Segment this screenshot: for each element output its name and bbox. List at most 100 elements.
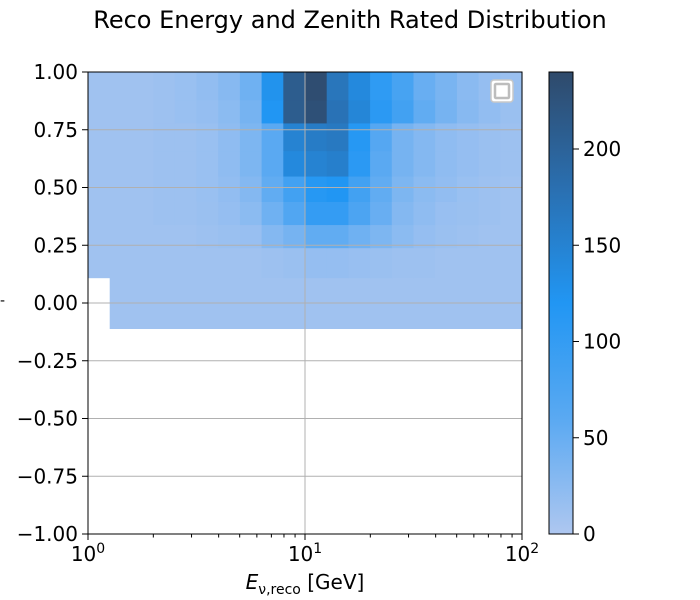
heatmap-cell xyxy=(391,99,415,124)
y-tick-label: 0.00 xyxy=(33,291,78,315)
heatmap-cell xyxy=(370,122,393,152)
heatmap-cell xyxy=(391,150,415,177)
heatmap-cell xyxy=(131,72,154,101)
heatmap-cell xyxy=(305,99,328,124)
y-tick-label: −1.00 xyxy=(17,522,78,546)
heatmap-cell xyxy=(88,150,111,177)
heatmap-cell xyxy=(196,175,219,202)
heatmap-cell xyxy=(478,175,501,202)
heatmap-cell xyxy=(88,224,111,249)
y-tick-label: 1.00 xyxy=(33,60,78,84)
heatmap-cell xyxy=(435,150,458,177)
chart-title: Reco Energy and Zenith Rated Distributio… xyxy=(93,6,607,34)
heatmap-cell xyxy=(174,175,198,202)
colorbar xyxy=(548,71,574,535)
x-axis-label: Eν,reco [GeV] xyxy=(245,570,365,598)
heatmap-cell xyxy=(305,122,328,152)
heatmap-cell xyxy=(370,201,393,226)
heatmap-cell xyxy=(500,201,523,226)
heatmap-cell xyxy=(370,224,393,249)
heatmap-cell xyxy=(153,175,176,202)
heatmap-cell xyxy=(88,247,111,279)
heatmap-cell xyxy=(239,201,263,226)
heatmap-cell xyxy=(435,247,458,279)
x-tick-label: 101 xyxy=(288,541,322,566)
heatmap-cell xyxy=(478,99,501,124)
heatmap-cell xyxy=(283,175,306,202)
heatmap-cell xyxy=(326,201,350,226)
heatmap-cell xyxy=(109,175,133,202)
colorbar-tick-label: 50 xyxy=(583,426,608,450)
heatmap-cells xyxy=(88,72,523,330)
heatmap-cell xyxy=(283,247,306,279)
colorbar-tick-label: 150 xyxy=(583,233,621,257)
heatmap-cell xyxy=(305,72,328,101)
heatmap-cell xyxy=(283,99,306,124)
heatmap-cell xyxy=(196,122,219,152)
heatmap-cell xyxy=(196,150,219,177)
heatmap-cell xyxy=(218,150,241,177)
heatmap-cell xyxy=(174,72,198,101)
heatmap-cell xyxy=(348,201,371,226)
heatmap-cell xyxy=(326,72,350,101)
heatmap-cell xyxy=(261,247,284,279)
heatmap-cell xyxy=(348,150,371,177)
heatmap-cell xyxy=(239,99,263,124)
heatmap-cell xyxy=(413,122,436,152)
heatmap-cell xyxy=(239,247,263,279)
heatmap-cell xyxy=(478,201,501,226)
colorbar-axis: 0 50 100 150 200 xyxy=(573,137,621,546)
heatmap-cell xyxy=(326,122,350,152)
heatmap-cell xyxy=(326,224,350,249)
heatmap-cell xyxy=(500,122,523,152)
heatmap-cell xyxy=(456,175,480,202)
heatmap-cell xyxy=(218,122,241,152)
heatmap-cell xyxy=(88,122,111,152)
heatmap-cell xyxy=(435,122,458,152)
heatmap-cell xyxy=(153,224,176,249)
heatmap-cell xyxy=(174,224,198,249)
heatmap-cell xyxy=(500,247,523,279)
heatmap-cell xyxy=(391,72,415,101)
heatmap-cell xyxy=(283,201,306,226)
heatmap-cell xyxy=(348,122,371,152)
heatmap-cell xyxy=(326,99,350,124)
heatmap-cell xyxy=(218,247,241,279)
heatmap-cell xyxy=(218,201,241,226)
heatmap-cell xyxy=(348,247,371,279)
heatmap-cell xyxy=(370,72,393,101)
heatmap-cell xyxy=(109,99,133,124)
heatmap-cell xyxy=(109,150,133,177)
heatmap-cell xyxy=(218,224,241,249)
heatmap-cell xyxy=(348,72,371,101)
heatmap-cell xyxy=(109,72,133,101)
heatmap-cell xyxy=(305,175,328,202)
heatmap-cell xyxy=(131,150,154,177)
heatmap-cell xyxy=(435,72,458,101)
heatmap-cell xyxy=(109,201,133,226)
heatmap-cell xyxy=(131,175,154,202)
heatmap-cell xyxy=(261,99,284,124)
heatmap-cell xyxy=(413,201,436,226)
heatmap-cell xyxy=(478,247,501,279)
heatmap-cell xyxy=(435,99,458,124)
heatmap-cell xyxy=(413,175,436,202)
heatmap-cell xyxy=(153,201,176,226)
heatmap-cell xyxy=(239,122,263,152)
heatmap-cell xyxy=(218,99,241,124)
heatmap-cell xyxy=(153,72,176,101)
y-tick-label: 0.25 xyxy=(33,233,78,257)
heatmap-cell xyxy=(261,150,284,177)
heatmap-cell xyxy=(261,72,284,101)
heatmap-cell xyxy=(456,224,480,249)
heatmap-cell xyxy=(218,72,241,101)
heatmap-cell xyxy=(478,224,501,249)
heatmap-cell xyxy=(435,224,458,249)
legend-box xyxy=(490,79,514,103)
heatmap-cell xyxy=(456,150,480,177)
y-tick-label: −0.25 xyxy=(17,349,78,373)
heatmap-cell xyxy=(435,175,458,202)
heatmap-cell xyxy=(305,150,328,177)
heatmap-cell xyxy=(456,72,480,101)
